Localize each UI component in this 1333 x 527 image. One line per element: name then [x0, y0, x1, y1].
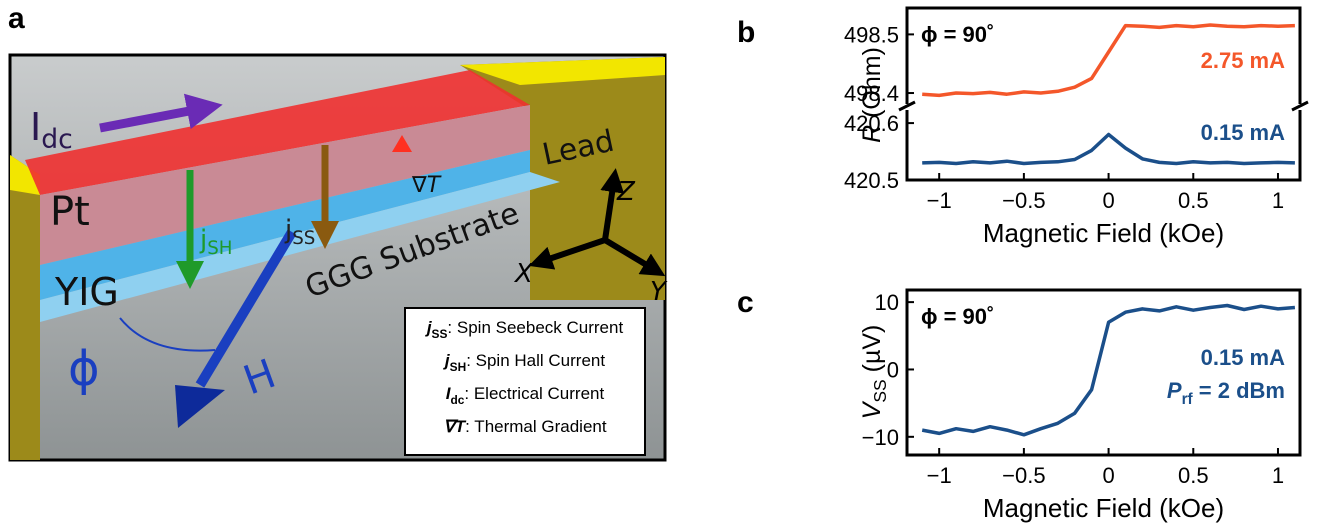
axis-label: Z	[616, 177, 636, 207]
symbol: P	[1167, 378, 1182, 403]
symbol: I	[30, 105, 41, 149]
series-label: 0.15 mA	[1201, 345, 1285, 370]
axis-break	[899, 102, 1308, 110]
x-tick-label: 1	[1272, 463, 1284, 488]
series-label: 0.15 mA	[1201, 120, 1285, 145]
x-tick-label: 1	[1272, 188, 1284, 213]
symbol: j	[284, 215, 292, 245]
y-tick-label: 498.4	[844, 81, 899, 106]
x-tick-label: −0.5	[1002, 188, 1045, 213]
y-tick-label: 420.5	[844, 168, 899, 193]
y-tick-label: −10	[862, 425, 899, 450]
panel-label: a	[8, 2, 25, 35]
x-axis-label: Magnetic Field (kOe)	[983, 218, 1224, 248]
x-tick-label: −0.5	[1002, 463, 1045, 488]
lead-left	[10, 155, 40, 460]
text: : Spin Seebeck Current	[447, 318, 623, 337]
text: = 2 dBm	[1193, 378, 1285, 403]
x-tick-label: 0	[1102, 463, 1114, 488]
angle-label: ϕ	[68, 341, 100, 397]
panel-label: b	[737, 16, 755, 49]
diagram: Idc Pt YIG jSH jSS ∇T Lead GGG Substrate…	[10, 55, 668, 460]
legend-entry: ∇T: Thermal Gradient	[443, 417, 606, 436]
text: : Thermal Gradient	[465, 417, 607, 436]
annotation: ϕ = 90˚	[921, 22, 994, 47]
subscript: SH	[207, 238, 232, 259]
pt-label: Pt	[50, 189, 90, 235]
x-axis-label: Magnetic Field (kOe)	[983, 493, 1224, 523]
grad-label: ∇T	[411, 173, 442, 198]
y-axis-label: VSS (µV)	[858, 325, 890, 420]
axis-label: X	[513, 259, 534, 289]
power-label: Prf = 2 dBm	[1167, 378, 1285, 408]
figure: a b c Idc Pt YIG jSH jSS ∇T Lead GGG Sub…	[0, 0, 1333, 527]
yig-label: YIG	[54, 270, 119, 314]
subscript: SS	[292, 228, 315, 249]
x-tick-label: 0.5	[1178, 188, 1209, 213]
y-tick-label: 420.6	[844, 111, 899, 136]
x-tick-label: −1	[927, 463, 952, 488]
x-tick-label: −1	[927, 188, 952, 213]
subscript: SS	[870, 379, 890, 402]
annotation: ϕ = 90˚	[921, 304, 994, 329]
y-tick-label: 0	[887, 357, 899, 382]
unit: (µV)	[858, 325, 886, 380]
series-label: 2.75 mA	[1201, 48, 1285, 73]
y-tick-label: 498.5	[844, 22, 899, 47]
text: : Electrical Current	[464, 384, 604, 403]
subscript: SS	[432, 327, 448, 341]
text: : Spin Hall Current	[466, 351, 605, 370]
x-tick-label: 0.5	[1178, 463, 1209, 488]
panel-label: c	[737, 286, 754, 319]
subscript: SH	[450, 360, 467, 374]
subscript: dc	[451, 393, 465, 407]
y-tick-label: 10	[875, 290, 899, 315]
subscript: dc	[41, 124, 73, 155]
axis-label: Y	[650, 277, 668, 307]
symbol: j	[199, 225, 207, 255]
x-tick-label: 0	[1102, 188, 1114, 213]
symbol: ∇T	[443, 417, 466, 436]
